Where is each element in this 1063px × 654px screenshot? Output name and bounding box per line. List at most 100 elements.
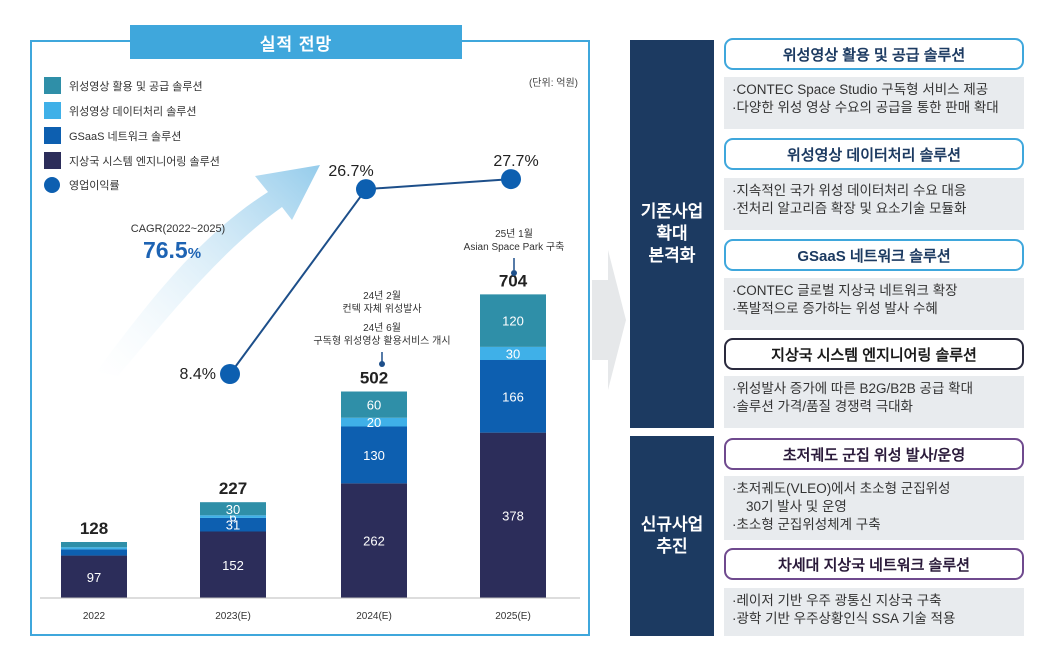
annotation-2025-event: Asian Space Park 구축 (464, 241, 565, 253)
bar-groundstation-2024-e (341, 483, 407, 598)
bar-label-dataproc-2024-e: 20 (367, 415, 381, 430)
solution-gsaas-desc: ·CONTEC 글로벌 지상국 네트워크 확장 ·폭발적으로 증가하는 위성 발… (724, 278, 1024, 330)
total-label-2023-e: 227 (219, 479, 247, 498)
bar-gsaas-2023-e (200, 517, 266, 532)
solution-imagery-header: 위성영상 활용 및 공급 솔루션 (724, 38, 1024, 70)
solution-groundstation-line1: ·위성발사 증가에 따른 B2G/B2B 공급 확대 (732, 381, 973, 396)
cagr-unit: % (188, 245, 201, 262)
solution-nextgen-header: 차세대 지상국 네트워크 솔루션 (724, 548, 1024, 580)
margin-point-2023-e (220, 364, 240, 384)
solution-imagery-line2: ·다양한 위성 영상 수요의 공급을 통한 판매 확대 (732, 100, 999, 115)
x-tick-2022: 2022 (83, 611, 106, 622)
annotation-2024-pin-dot (379, 361, 385, 367)
category-new-line1: 신규사업 (640, 515, 704, 534)
solution-vleo-line2: 30기 발사 및 운영 (746, 499, 847, 514)
legend: 위성영상 활용 및 공급 솔루션 위성영상 데이터처리 솔루션 GSaaS 네트… (44, 77, 220, 193)
bar-chart: 971282022152316302272023(E)2621302060502… (61, 271, 546, 622)
solution-nextgen-desc: ·레이저 기반 우주 광통신 지상국 구축 ·광학 기반 우주상황인식 SSA … (724, 588, 1024, 636)
solution-vleo-desc: ·초저궤도(VLEO)에서 초소형 군집위성 30기 발사 및 운영 ·초소형 … (724, 476, 1024, 540)
solution-vleo-line1: ·초저궤도(VLEO)에서 초소형 군집위성 (732, 481, 951, 496)
solution-nextgen-line1: ·레이저 기반 우주 광통신 지상국 구축 (732, 593, 942, 608)
solution-imagery-line1: ·CONTEC Space Studio 구독형 서비스 제공 (732, 82, 989, 97)
annotation-2025-date: 25년 1월 (495, 228, 533, 240)
bar-label-imagery-2023-e: 30 (226, 502, 240, 517)
bar-groundstation-2023-e (200, 531, 266, 598)
transition-arrow (592, 250, 626, 390)
bar-dataproc-2023-e (200, 515, 266, 518)
margin-point-2024-e (356, 179, 376, 200)
unit-label: (단위: 억원) (529, 76, 578, 89)
legend-label-imagery: 위성영상 활용 및 공급 솔루션 (69, 79, 203, 93)
legend-label-groundstation: 지상국 시스템 엔지니어링 솔루션 (69, 155, 220, 168)
legend-label-gsaas: GSaaS 네트워크 솔루션 (69, 130, 181, 143)
solution-imagery-desc: ·CONTEC Space Studio 구독형 서비스 제공 ·다양한 위성 … (724, 77, 1024, 129)
bar-dataproc-2025-e (480, 346, 546, 360)
legend-swatch-dataproc (44, 102, 61, 119)
annotation-2024-date1: 24년 2월 (363, 290, 401, 302)
solution-nextgen-line2: ·광학 기반 우주상황인식 SSA 기술 적용 (732, 611, 956, 626)
solution-gsaas-line2: ·폭발적으로 증가하는 위성 발사 수혜 (732, 301, 938, 316)
solution-dataproc-desc: ·지속적인 국가 위성 데이터처리 수요 대응 ·전처리 알고리즘 확장 및 요… (724, 178, 1024, 230)
operating-margin-line: 8.4% 26.7% 27.7% (180, 153, 539, 384)
solution-dataproc-line2: ·전처리 알고리즘 확장 및 요소기술 모듈화 (732, 201, 967, 216)
category-new-line2: 추진 (656, 537, 688, 556)
bar-label-dataproc-2023-e: 6 (229, 510, 236, 525)
legend-label-margin: 영업이익률 (69, 179, 120, 192)
solution-vleo-header: 초저궤도 군집 위성 발사/운영 (724, 438, 1024, 470)
cagr-value-text: 76.5% (143, 237, 201, 263)
solution-vleo-line3: ·초소형 군집위성체계 구축 (732, 517, 881, 532)
legend-swatch-groundstation (44, 152, 61, 169)
annotation-2024-date2: 24년 6월 (363, 322, 401, 334)
bar-label-imagery-2025-e: 120 (502, 314, 524, 329)
annotation-2024-event2: 구독형 위성영상 활용서비스 개시 (313, 334, 450, 347)
legend-swatch-gsaas (44, 127, 61, 144)
bar-imagery-2025-e (480, 294, 546, 347)
legend-swatch-imagery (44, 77, 61, 94)
legend-marker-margin (44, 177, 60, 193)
solution-groundstation-line2: ·솔루션 가격/품질 경쟁력 극대화 (732, 399, 913, 414)
margin-point-2025-e (501, 169, 521, 190)
bar-groundstation-2025-e (480, 432, 546, 598)
bar-imagery-2022 (61, 542, 127, 548)
category-existing-line3: 본격화 (648, 246, 696, 265)
bar-label-groundstation-2022: 97 (87, 570, 101, 585)
solution-groundstation-desc: ·위성발사 증가에 따른 B2G/B2B 공급 확대 ·솔루션 가격/품질 경쟁… (724, 376, 1024, 428)
bar-label-groundstation-2025-e: 378 (502, 508, 524, 523)
total-label-2024-e: 502 (360, 369, 388, 388)
bar-label-imagery-2024-e: 60 (367, 398, 381, 413)
solution-dataproc-header: 위성영상 데이터처리 솔루션 (724, 138, 1024, 170)
margin-label-2025-e: 27.7% (493, 153, 538, 170)
category-existing-line2: 확대 (656, 224, 688, 243)
solution-dataproc-line1: ·지속적인 국가 위성 데이터처리 수요 대응 (732, 183, 967, 198)
margin-label-2023-e: 8.4% (180, 366, 216, 383)
annotation-2024-event1: 컨텍 자체 위성발사 (342, 302, 421, 315)
x-tick-2023-e: 2023(E) (215, 611, 251, 622)
cagr-label: CAGR(2022~2025) (131, 223, 225, 235)
bar-dataproc-2024-e (341, 417, 407, 427)
legend-label-dataproc: 위성영상 데이터처리 솔루션 (69, 105, 197, 118)
x-tick-2025-e: 2025(E) (495, 611, 531, 622)
annotations: 24년 2월 컨텍 자체 위성발사 24년 6월 구독형 위성영상 활용서비스 … (313, 228, 564, 367)
category-existing-business: 기존사업 확대 본격화 (630, 40, 714, 428)
transition-arrow-shape (592, 250, 626, 390)
bar-imagery-2024-e (341, 391, 407, 418)
x-tick-2024-e: 2024(E) (356, 611, 392, 622)
bar-label-gsaas-2025-e: 166 (502, 389, 524, 404)
cagr-value: 76.5 (143, 237, 188, 263)
total-label-2022: 128 (80, 519, 108, 538)
annotation-2025-pin-dot (511, 270, 517, 276)
solution-gsaas-header: GSaaS 네트워크 솔루션 (724, 239, 1024, 271)
bar-label-groundstation-2023-e: 152 (222, 558, 244, 573)
bar-imagery-2023-e (200, 502, 266, 516)
bar-dataproc-2022 (61, 547, 127, 550)
margin-label-2024-e: 26.7% (328, 163, 373, 180)
bar-gsaas-2025-e (480, 360, 546, 433)
chart-title: 실적 전망 (130, 25, 462, 59)
chart-svg: (단위: 억원) 위성영상 활용 및 공급 솔루션 위성영상 데이터처리 솔루션… (40, 76, 580, 622)
category-existing-line1: 기존사업 (640, 202, 704, 221)
bar-label-gsaas-2024-e: 130 (363, 448, 385, 463)
solution-groundstation-header: 지상국 시스템 엔지니어링 솔루션 (724, 338, 1024, 370)
bar-gsaas-2024-e (341, 426, 407, 484)
solution-gsaas-line1: ·CONTEC 글로벌 지상국 네트워크 확장 (732, 283, 958, 298)
total-label-2025-e: 704 (499, 271, 528, 290)
